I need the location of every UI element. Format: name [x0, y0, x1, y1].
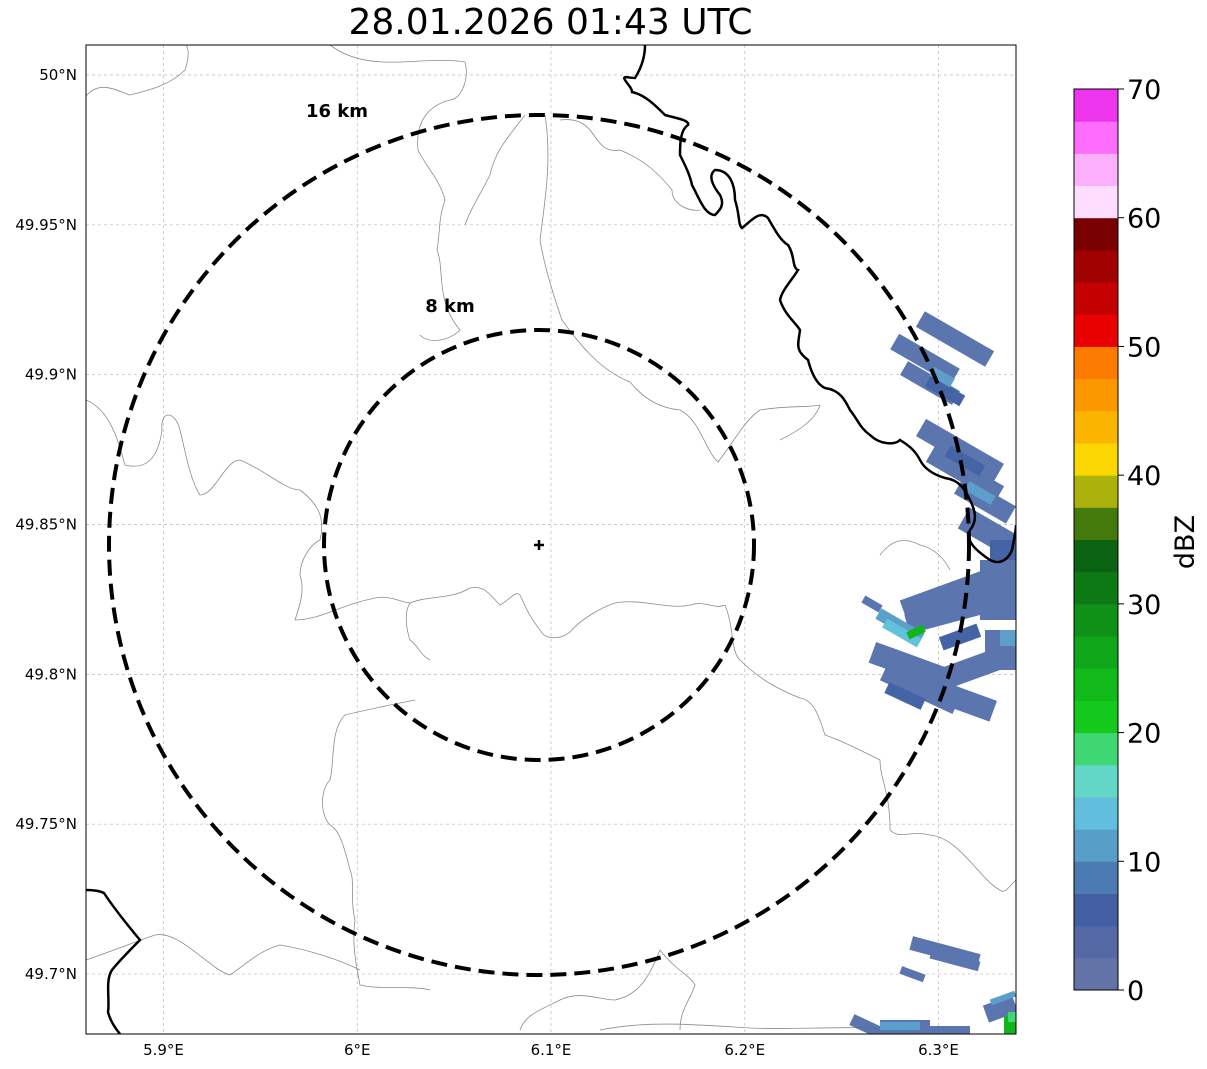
- colorbar-segment: [1074, 764, 1118, 798]
- lon-tick-label: 6°E: [344, 1041, 371, 1059]
- colorbar-segment: [1074, 410, 1118, 444]
- lat-tick-label: 49.8°N: [25, 665, 77, 683]
- colorbar-segment: [1074, 282, 1118, 315]
- range-ring-label-8km: 8 km: [425, 296, 475, 317]
- colorbar-segment: [1074, 636, 1118, 669]
- colorbar-segment: [1074, 668, 1118, 701]
- colorbar-segment: [1074, 507, 1118, 540]
- colorbar: 0 10 20 30 40 50 60 70: [1073, 75, 1161, 1007]
- colorbar-tick-label: 70: [1127, 75, 1161, 106]
- range-ring-8km: [322, 328, 756, 762]
- colorbar-tick-label: 30: [1127, 590, 1161, 621]
- lon-tick-label: 6.3°E: [918, 1041, 959, 1059]
- colorbar-tick-label: 20: [1127, 719, 1161, 750]
- lat-tick-label: 49.95°N: [15, 216, 77, 234]
- colorbar-segment: [1074, 796, 1118, 830]
- colorbar-segment: [1074, 925, 1118, 959]
- colorbar-segment: [1074, 442, 1118, 476]
- axis-tick-labels: 5.9°E 6°E 6.1°E 6.2°E 6.3°E 50°N 49.95°N 49.9°N…: [15, 66, 959, 1059]
- colorbar-tick-label: 40: [1127, 461, 1161, 492]
- lon-tick-label: 6.1°E: [531, 1041, 572, 1059]
- radar-site-marker: [534, 540, 544, 550]
- colorbar-segment: [1074, 957, 1118, 991]
- colorbar-segment: [1074, 475, 1118, 508]
- map-title: 28.01.2026 01:43 UTC: [348, 2, 753, 43]
- colorbar-segment: [1074, 314, 1118, 347]
- colorbar-tick-label: 0: [1127, 976, 1144, 1007]
- range-ring-16km: [107, 113, 971, 977]
- lon-tick-label: 5.9°E: [143, 1041, 184, 1059]
- colorbar-segment: [1074, 829, 1118, 862]
- lat-tick-label: 49.85°N: [15, 516, 77, 534]
- lat-tick-label: 49.75°N: [15, 815, 77, 833]
- colorbar-segment: [1074, 539, 1118, 573]
- colorbar-segment: [1074, 249, 1118, 283]
- colorbar-segment: [1074, 571, 1118, 605]
- colorbar-segment: [1074, 732, 1118, 766]
- lat-tick-label: 50°N: [39, 66, 77, 84]
- colorbar-segment: [1074, 603, 1118, 637]
- map-frame: [85, 44, 1017, 1035]
- colorbar-segment: [1074, 185, 1118, 219]
- colorbar-segment: [1074, 121, 1118, 154]
- range-rings: [107, 113, 971, 977]
- lat-tick-label: 49.9°N: [25, 366, 77, 384]
- colorbar-segment: [1074, 153, 1118, 187]
- colorbar-segment: [1074, 861, 1118, 894]
- colorbar-segment: [1074, 346, 1118, 380]
- colorbar-segment: [1074, 378, 1118, 412]
- colorbar-segment: [1074, 217, 1118, 251]
- colorbar-segment: [1074, 700, 1118, 734]
- lon-tick-label: 6.2°E: [724, 1041, 765, 1059]
- colorbar-tick-label: 60: [1127, 204, 1161, 235]
- colorbar-tick-label: 10: [1127, 847, 1161, 878]
- national-borders: [86, 45, 1016, 1034]
- gridlines: [86, 45, 1016, 1034]
- precipitation-echoes: [849, 311, 1016, 1034]
- lat-tick-label: 49.7°N: [25, 965, 77, 983]
- range-ring-label-16km: 16 km: [306, 101, 368, 122]
- colorbar-segment: [1074, 89, 1118, 122]
- colorbar-frame: [1073, 88, 1119, 991]
- colorbar-label: dBZ: [1170, 515, 1201, 569]
- colorbar-tick-label: 50: [1127, 332, 1161, 363]
- colorbar-segment: [1074, 893, 1118, 927]
